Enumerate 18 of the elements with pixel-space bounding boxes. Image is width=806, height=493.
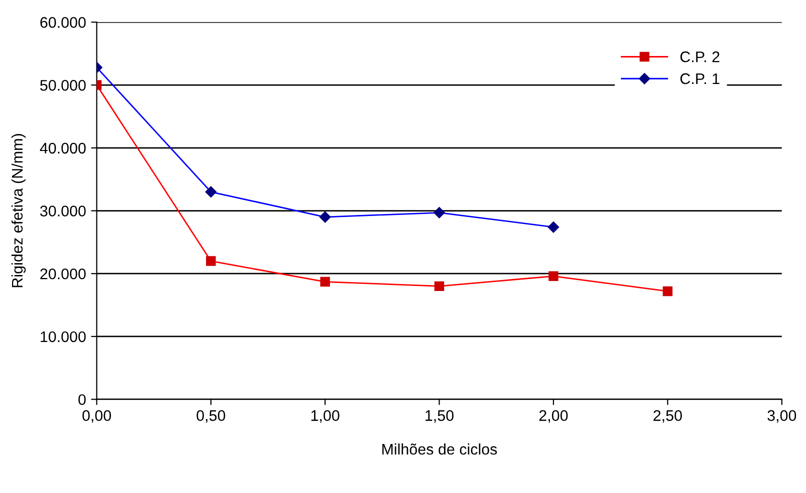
x-tick-label: 0,00 [82,410,111,423]
y-tick-label: 50.000 [40,80,86,91]
legend-label: C.P. 2 [680,51,720,62]
x-tick-label: 3,00 [768,410,796,423]
x-tick-label: 2,50 [654,410,682,423]
y-tick-label: 30.000 [40,206,86,216]
legend-label: C.P. 1 [680,73,720,84]
x-axis-title: Milhões de ciclos [382,443,497,455]
y-tick-label: 0 [78,394,86,406]
x-tick-label: 1,00 [311,410,340,423]
y-axis-title: Rigidez efetiva (N/mm) [11,134,26,288]
x-tick-label: 2,00 [539,410,568,423]
x-tick-label: 0,50 [196,410,226,423]
y-tick-label: 40.000 [40,142,86,154]
y-tick-label: 20.000 [40,268,86,280]
y-tick-label: 60.000 [40,17,86,28]
x-tick-label: 1,50 [426,410,454,423]
y-tick-label: 10.000 [40,331,86,342]
